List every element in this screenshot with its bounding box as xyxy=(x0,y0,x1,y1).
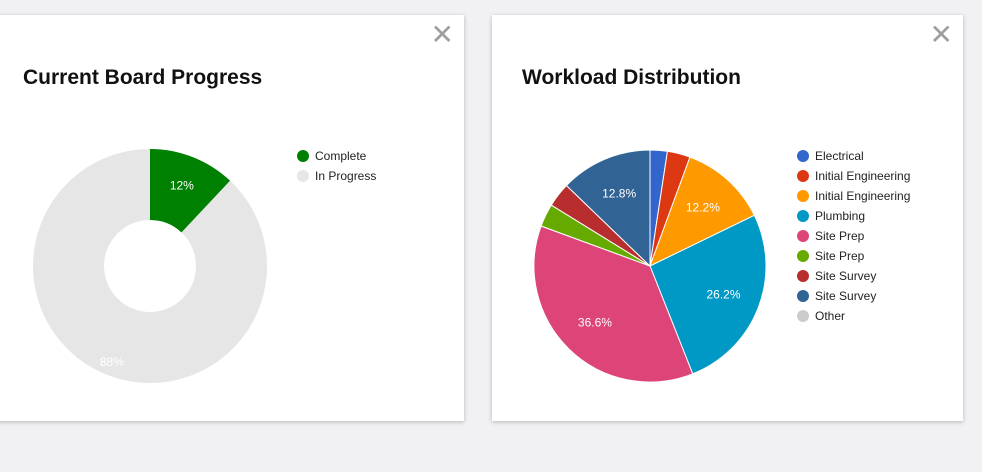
legend-item[interactable]: Initial Engineering xyxy=(797,186,910,206)
legend-color-icon xyxy=(797,210,809,222)
legend-item[interactable]: Site Prep xyxy=(797,226,910,246)
legend-color-icon xyxy=(797,310,809,322)
legend-label: Complete xyxy=(315,149,367,163)
legend-label: In Progress xyxy=(315,169,377,183)
workload-distribution-card: Workload Distribution ✕ 12.2% 26.2% 36.6% 1… xyxy=(492,15,963,421)
legend-item[interactable]: Site Survey xyxy=(797,266,910,286)
legend-item[interactable]: In Progress xyxy=(297,166,376,186)
legend-color-icon xyxy=(297,170,309,182)
legend-item[interactable]: Plumbing xyxy=(797,206,910,226)
legend-color-icon xyxy=(797,190,809,202)
legend-item[interactable]: Site Survey xyxy=(797,286,910,306)
legend-color-icon xyxy=(797,290,809,302)
legend-item[interactable]: Complete xyxy=(297,146,376,166)
pie-chart: 12.2% 26.2% 36.6% 12.8% xyxy=(533,149,767,383)
close-icon[interactable]: ✕ xyxy=(430,19,454,50)
pie-slice[interactable] xyxy=(649,214,767,375)
close-icon[interactable]: ✕ xyxy=(929,19,953,50)
donut-chart: 12% 88% xyxy=(32,149,267,384)
legend-label: Plumbing xyxy=(815,209,866,223)
legend-color-icon xyxy=(297,150,309,162)
legend-color-icon xyxy=(797,150,809,162)
legend-label: Site Survey xyxy=(815,289,877,303)
legend-item[interactable]: Initial Engineering xyxy=(797,166,910,186)
legend-color-icon xyxy=(797,230,809,242)
legend-label: Initial Engineering xyxy=(815,169,911,183)
legend-label: Electrical xyxy=(815,149,864,163)
legend-label: Site Prep xyxy=(815,249,865,263)
card-title: Workload Distribution xyxy=(522,66,741,89)
pie-slice[interactable] xyxy=(32,149,267,384)
legend-label: Site Prep xyxy=(815,229,865,243)
chart-legend: Electrical Initial Engineering Initial Eng… xyxy=(797,146,910,326)
legend-item[interactable]: Other xyxy=(797,306,910,326)
card-title: Current Board Progress xyxy=(23,66,263,89)
legend-color-icon xyxy=(797,170,809,182)
legend-color-icon xyxy=(797,250,809,262)
slice-value-label: 12.8% xyxy=(602,186,636,200)
legend-item[interactable]: Electrical xyxy=(797,146,910,166)
board-progress-card: Current Board Progress ✕ 12% 88% Complete… xyxy=(0,15,464,421)
pie-slice[interactable] xyxy=(649,156,755,267)
legend-label: Other xyxy=(815,309,846,323)
legend-item[interactable]: Site Prep xyxy=(797,246,910,266)
slice-value-label: 12.2% xyxy=(686,200,720,214)
slice-value-label: 12% xyxy=(170,179,194,193)
pie-slice[interactable] xyxy=(533,225,694,383)
legend-color-icon xyxy=(797,270,809,282)
legend-label: Site Survey xyxy=(815,269,877,283)
slice-value-label: 36.6% xyxy=(578,315,612,329)
slice-value-label: 88% xyxy=(100,355,124,369)
chart-legend: Complete In Progress xyxy=(297,146,376,186)
slice-value-label: 26.2% xyxy=(707,288,741,302)
pie-slice[interactable] xyxy=(565,149,651,268)
pie-slice[interactable] xyxy=(150,149,231,233)
legend-label: Initial Engineering xyxy=(815,189,911,203)
